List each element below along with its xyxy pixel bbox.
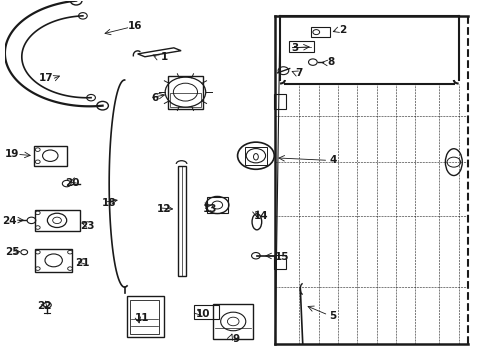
Text: 4: 4	[329, 156, 336, 165]
Bar	[274, 255, 286, 269]
Text: 18: 18	[101, 198, 116, 208]
Text: 19: 19	[5, 149, 20, 159]
Text: 16: 16	[128, 21, 142, 31]
Bar	[170, 93, 201, 108]
Bar	[311, 27, 329, 37]
Text: 24: 24	[2, 216, 17, 226]
Bar	[274, 94, 286, 109]
Text: 3: 3	[290, 43, 298, 53]
Bar	[168, 76, 203, 109]
Text: 10: 10	[195, 309, 210, 319]
Text: 1: 1	[160, 52, 167, 62]
Bar	[213, 304, 252, 339]
Text: 11: 11	[135, 312, 149, 323]
Text: 5: 5	[329, 311, 336, 321]
Bar	[126, 296, 164, 337]
Text: 7: 7	[295, 68, 303, 78]
Text: 2: 2	[339, 25, 346, 35]
Text: 22: 22	[37, 301, 52, 311]
Bar	[177, 166, 185, 276]
Text: 14: 14	[253, 211, 267, 221]
Text: 20: 20	[65, 177, 80, 188]
Text: 17: 17	[39, 73, 53, 83]
Text: 23: 23	[80, 221, 94, 231]
Bar	[130, 300, 159, 334]
Text: 25: 25	[5, 247, 20, 257]
Text: 15: 15	[275, 252, 289, 262]
Text: 8: 8	[326, 57, 334, 67]
Text: 9: 9	[232, 334, 239, 344]
Bar	[244, 147, 266, 165]
Bar	[194, 305, 219, 319]
Text: 6: 6	[151, 93, 158, 103]
Bar	[206, 197, 227, 213]
Text: 12: 12	[157, 203, 171, 213]
Text: 13: 13	[203, 203, 217, 213]
Bar	[288, 41, 313, 53]
Text: 21: 21	[75, 258, 89, 268]
